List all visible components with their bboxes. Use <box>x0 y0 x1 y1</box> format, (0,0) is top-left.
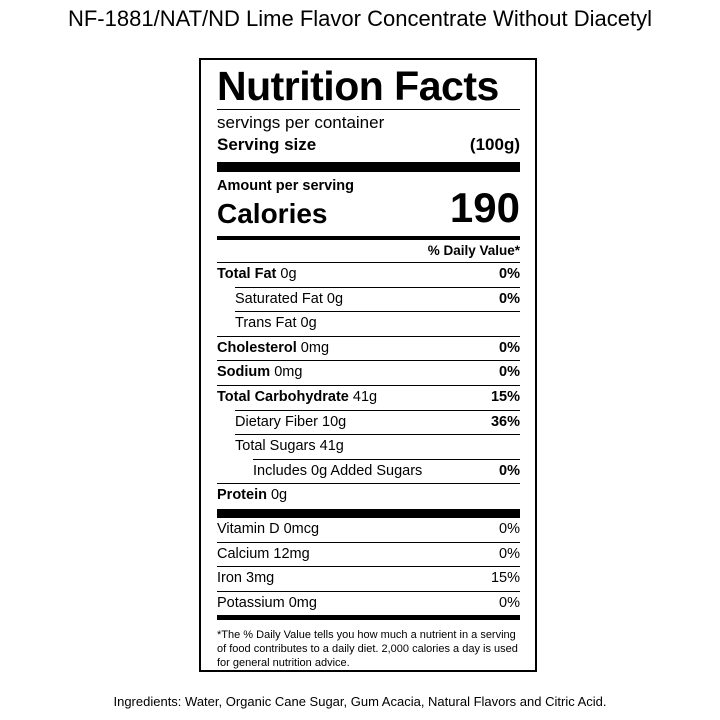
vitamin-dv: 0% <box>499 520 520 537</box>
nutrient-name: Protein <box>217 487 267 504</box>
calories-row: Calories 190 <box>217 187 520 229</box>
vitamin-name: Iron 3mg <box>217 570 275 587</box>
nutrient-row: Total Carbohydrate 41g 15% <box>217 384 520 410</box>
divider-thick <box>217 508 520 518</box>
nutrient-amount: 41g <box>352 388 378 405</box>
nutrient-name: Saturated Fat <box>235 290 323 307</box>
vitamin-name: Calcium 12mg <box>217 545 310 562</box>
nutrient-name: Total Sugars <box>235 438 316 455</box>
divider <box>217 109 520 110</box>
nutrient-amount: 0g <box>280 266 297 282</box>
nutrient-dv: 15% <box>490 388 520 405</box>
nutrient-name: Trans Fat <box>235 315 297 332</box>
nutrient-amount: 0g <box>326 290 344 307</box>
calories-value: 190 <box>449 184 520 231</box>
vitamin-name: Vitamin D 0mcg <box>217 520 320 537</box>
nutrient-amount: 0mg <box>300 339 330 356</box>
nutrient-row: Cholesterol 0mg 0% <box>217 335 520 361</box>
nutrient-row: Sodium 0mg 0% <box>217 360 520 385</box>
divider-medium <box>217 236 520 240</box>
calories-label: Calories <box>217 198 328 229</box>
nutrient-name: Total Fat <box>217 266 277 282</box>
nutrient-row: Total Sugars 41g <box>235 434 520 459</box>
nutrient-row: Includes 0g Added Sugars 0% <box>253 458 520 484</box>
nutrient-dv: 0% <box>499 266 520 282</box>
nutrient-row: Saturated Fat 0g 0% <box>235 286 520 312</box>
nutrient-row: Trans Fat 0g <box>235 311 520 336</box>
vitamin-dv: 0% <box>499 594 520 611</box>
nutrient-dv: 0% <box>499 290 520 307</box>
nutrient-dv: 0% <box>499 339 520 356</box>
nutrient-amount: 0g <box>300 315 317 332</box>
label-heading: Nutrition Facts <box>217 63 499 109</box>
nutrition-label: Nutrition Facts servings per container S… <box>199 58 537 672</box>
vitamin-dv: 15% <box>490 570 520 587</box>
vitamin-row: Vitamin D 0mcg 0% <box>217 518 520 542</box>
nutrient-amount: 41g <box>319 438 344 455</box>
amount-per-serving: Amount per serving <box>217 178 354 194</box>
daily-value-header: % Daily Value* <box>427 243 520 258</box>
product-title: NF-1881/NAT/ND Lime Flavor Concentrate W… <box>67 6 652 31</box>
nutrient-row: Dietary Fiber 10g 36% <box>235 409 520 435</box>
nutrient-name: Cholesterol <box>217 339 297 356</box>
nutrient-name: Dietary Fiber <box>235 413 318 430</box>
nutrient-amount: 0g <box>270 487 288 504</box>
nutrient-row: Protein 0g <box>217 483 520 508</box>
divider-medium <box>217 615 520 621</box>
label-content: Nutrition Facts servings per container S… <box>217 63 520 670</box>
nutrient-row: Total Fat 0g 0% <box>217 262 520 287</box>
servings: servings per container <box>217 113 385 132</box>
serving-size: Serving size (100g) <box>217 134 520 156</box>
serving-size-value: (100g) <box>469 135 520 154</box>
nutrient-amount: 10g <box>322 413 347 430</box>
ingredients: Ingredients: Water, Organic Cane Sugar, … <box>113 694 607 709</box>
vitamin-name: Potassium 0mg <box>217 594 317 611</box>
vitamin-dv: 0% <box>499 545 520 562</box>
nutrient-dv: 0% <box>499 364 520 381</box>
serving-size-label: Serving size <box>217 135 317 154</box>
vitamin-row: Potassium 0mg 0% <box>217 590 520 616</box>
nutrient-name: Includes 0g Added Sugars <box>253 462 423 479</box>
vitamin-row: Calcium 12mg 0% <box>217 541 520 567</box>
nutrient-amount: 0mg <box>274 364 303 381</box>
vitamin-row: Iron 3mg 15% <box>217 566 520 591</box>
nutrient-dv: 0% <box>499 462 520 479</box>
divider-thick <box>217 162 520 172</box>
footnote: *The % Daily Value tells you how much a … <box>217 629 518 670</box>
nutrient-dv: 36% <box>490 413 520 430</box>
nutrient-name: Total Carbohydrate <box>217 388 349 405</box>
nutrient-name: Sodium <box>217 364 271 381</box>
